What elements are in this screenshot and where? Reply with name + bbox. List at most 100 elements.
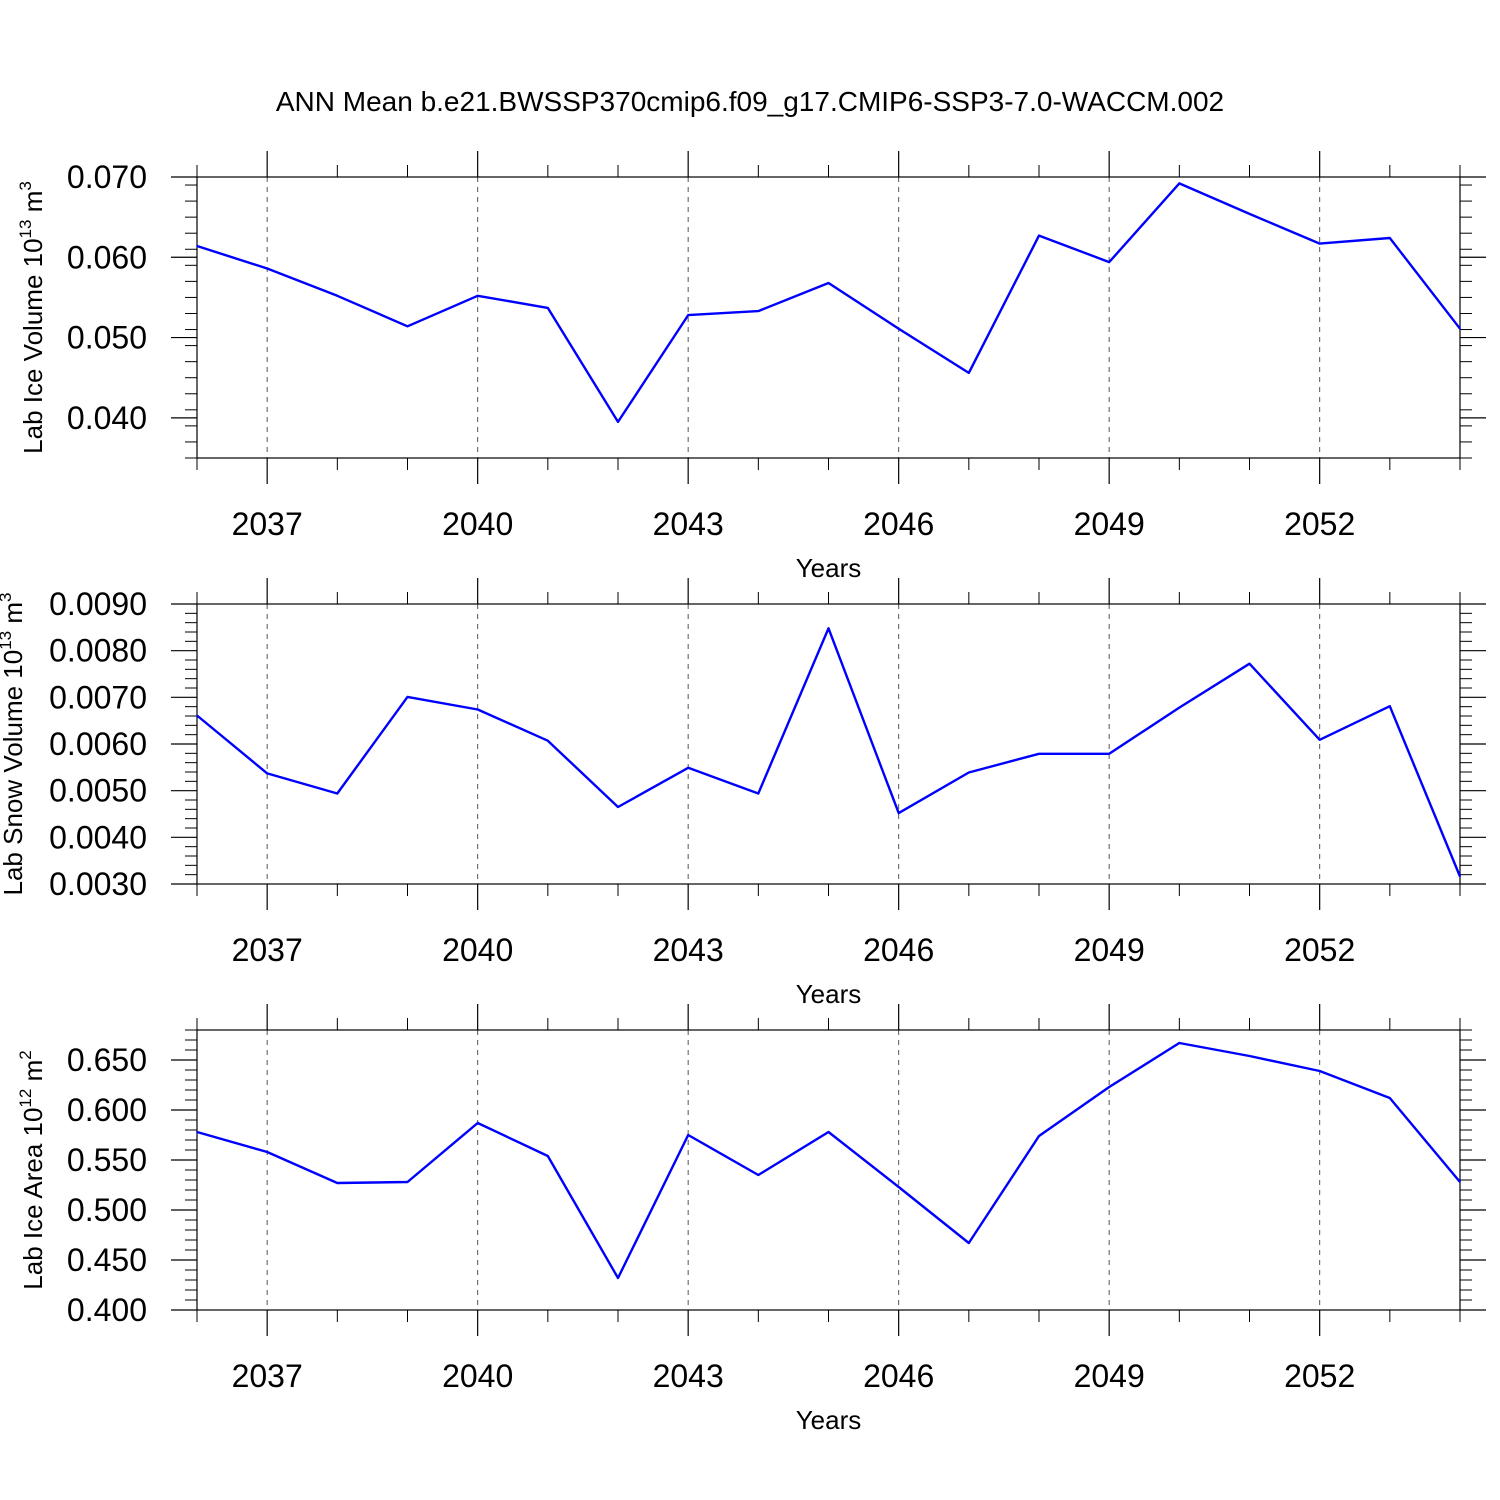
data-point — [1178, 182, 1181, 185]
data-point — [1108, 753, 1110, 755]
data-point — [1038, 234, 1040, 237]
y-axis-title-unit: m — [18, 191, 48, 220]
data-point — [1389, 705, 1391, 707]
data-point — [196, 714, 198, 717]
data-point — [266, 1151, 268, 1153]
data-point — [1389, 1097, 1391, 1099]
y-tick-label: 0.0070 — [49, 679, 147, 715]
y-tick-label: 0.500 — [67, 1192, 147, 1228]
panel-3: 2037 2040 2043 2046 2049 2052 0.400 0.450 0.500 0… — [16, 1004, 1486, 1435]
y-axis-title-unit-exponent: 2 — [16, 1050, 35, 1059]
data-point — [476, 295, 479, 297]
data-point — [266, 267, 268, 270]
plot-frame — [196, 1029, 1461, 1311]
y-axis-title-text: Lab Ice Volume 10 — [18, 238, 48, 453]
data-point — [757, 310, 760, 312]
data-point — [1248, 662, 1251, 665]
data-point — [617, 806, 619, 808]
data-point — [1248, 213, 1251, 215]
data-point — [827, 1131, 830, 1133]
data-point — [968, 771, 970, 774]
y-tick-label: 0.0090 — [49, 586, 147, 622]
x-tick-label: 2046 — [863, 506, 934, 542]
y-axis-title-exponent: 12 — [16, 1089, 35, 1108]
y-tick-label: 0.650 — [67, 1042, 147, 1078]
data-point — [1318, 1070, 1321, 1072]
data-point — [827, 627, 830, 630]
x-tick-label: 2040 — [442, 1358, 513, 1394]
plot-frame — [196, 603, 1461, 885]
x-tick-label: 2037 — [232, 932, 303, 968]
y-tick-label: 0.0080 — [49, 633, 147, 669]
data-point — [476, 708, 479, 711]
x-tick-label: 2046 — [863, 932, 934, 968]
data-point — [1318, 242, 1321, 245]
series-line — [196, 182, 1461, 424]
x-tick-label: 2046 — [863, 1358, 934, 1394]
y-tick-label: 0.400 — [67, 1292, 147, 1328]
panel-1: 2037 2040 2043 2046 2049 2052 0.040 0.050 0.060 0… — [16, 151, 1486, 583]
y-tick-label: 0.0040 — [49, 819, 147, 855]
x-tick-label: 2040 — [442, 932, 513, 968]
data-point — [617, 421, 619, 423]
y-axis-title: Lab Ice Volume 1013 m3 — [16, 181, 48, 454]
x-tick-label: 2052 — [1284, 1358, 1355, 1394]
data-point — [1459, 327, 1461, 330]
x-axis-title: Years — [796, 553, 862, 583]
data-point — [1178, 706, 1181, 709]
x-axis-title: Years — [796, 1405, 862, 1435]
data-point — [406, 696, 409, 698]
data-point — [1178, 1042, 1181, 1044]
y-tick-label: 0.070 — [67, 159, 147, 195]
y-tick-label: 0.040 — [67, 400, 147, 436]
data-point — [1038, 753, 1040, 755]
data-point — [897, 812, 900, 814]
y-tick-label: 0.0060 — [49, 726, 147, 762]
y-tick-label: 0.050 — [67, 320, 147, 356]
x-tick-label: 2052 — [1284, 932, 1355, 968]
y-axis-title: Lab Snow Volume 1013 m3 — [0, 592, 28, 895]
y-axis-title: Lab Ice Area 1012 m2 — [16, 1050, 48, 1289]
data-point — [1318, 739, 1321, 741]
data-point — [547, 1155, 549, 1157]
y-axis-title-unit: m — [0, 602, 28, 631]
data-point — [1108, 1086, 1110, 1088]
data-point — [687, 1134, 689, 1136]
data-point — [1248, 1055, 1251, 1057]
y-axis-title-text: Lab Snow Volume 10 — [0, 650, 28, 896]
data-point — [897, 327, 900, 330]
data-point — [1459, 1181, 1461, 1183]
data-point — [757, 1174, 760, 1176]
y-tick-label: 0.0050 — [49, 773, 147, 809]
series-line — [196, 627, 1462, 877]
y-axis-title-unit-exponent: 3 — [16, 181, 35, 190]
data-point — [336, 792, 339, 795]
x-tick-label: 2037 — [232, 1358, 303, 1394]
data-point — [968, 372, 970, 374]
data-point — [897, 1186, 900, 1188]
x-tick-label: 2037 — [232, 506, 303, 542]
data-point — [687, 314, 689, 316]
data-point — [336, 1182, 339, 1184]
x-tick-label: 2043 — [653, 506, 724, 542]
panel-2: 2037 2040 2043 2046 2049 2052 0.0030 0.0040 0.00… — [0, 578, 1486, 1009]
data-point — [827, 282, 830, 284]
data-point — [1038, 1135, 1040, 1137]
data-point — [547, 307, 549, 309]
x-tick-label: 2049 — [1074, 932, 1145, 968]
y-axis-title-exponent: 13 — [0, 631, 15, 650]
data-point — [336, 295, 339, 297]
data-point — [547, 739, 549, 742]
y-tick-label: 0.550 — [67, 1142, 147, 1178]
x-tick-label: 2049 — [1074, 506, 1145, 542]
y-tick-label: 0.0030 — [49, 866, 147, 902]
data-point — [968, 1242, 970, 1244]
figure-title: ANN Mean b.e21.BWSSP370cmip6.f09_g17.CMI… — [275, 86, 1225, 117]
data-point — [757, 792, 760, 795]
data-point — [406, 1181, 409, 1183]
x-axis-title: Years — [796, 979, 862, 1009]
y-axis-title-unit-exponent: 3 — [0, 592, 15, 601]
y-tick-label: 0.060 — [67, 239, 147, 275]
data-point — [266, 772, 268, 775]
data-point — [196, 1131, 198, 1133]
